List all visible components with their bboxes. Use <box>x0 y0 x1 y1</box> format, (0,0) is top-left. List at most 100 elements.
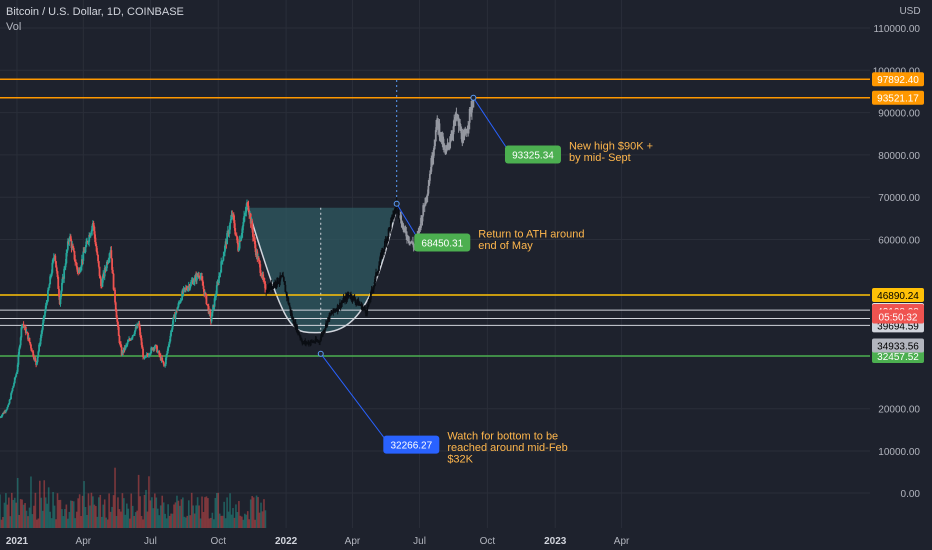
candle-body <box>219 272 222 274</box>
volume-bar <box>227 511 230 528</box>
candle-body <box>121 350 124 356</box>
candle-body <box>69 236 72 241</box>
candle-body <box>159 355 162 361</box>
candle-body <box>229 222 231 230</box>
price-marker-label: 05:50:32 <box>879 312 918 323</box>
candle-body <box>42 317 45 324</box>
candle-body <box>67 241 70 243</box>
level-label: 32457.52 <box>877 352 919 363</box>
time-tick-label: Apr <box>614 536 630 547</box>
candle-body <box>429 171 432 174</box>
candle-body <box>124 345 127 350</box>
volume-bar <box>120 511 122 528</box>
candle-body <box>84 246 87 253</box>
candle-body <box>405 231 408 237</box>
volume-bar <box>65 504 68 528</box>
level-label-bg <box>872 72 924 87</box>
candle-body <box>122 347 125 353</box>
candle-body <box>108 257 111 261</box>
time-tick-label: Apr <box>76 536 92 547</box>
volume-bar <box>123 498 125 528</box>
price-tick-label: 110000.00 <box>873 24 920 35</box>
candle-body <box>284 284 287 292</box>
candle-body <box>323 330 326 333</box>
candle-body <box>165 353 168 358</box>
candle-body <box>4 410 7 412</box>
volume-bar <box>56 493 59 528</box>
candle-body <box>177 303 180 308</box>
volume-bar <box>257 497 259 528</box>
candle-body <box>445 148 447 154</box>
volume-bar <box>149 500 152 528</box>
annotation-anchor <box>470 94 477 101</box>
candle-body <box>220 261 223 273</box>
volume-bar <box>106 519 109 528</box>
candle-body <box>210 316 213 322</box>
candle-body <box>190 282 192 286</box>
candle-body <box>205 294 208 305</box>
candle-body <box>172 317 175 324</box>
candle-body <box>234 228 237 235</box>
candle-body <box>427 185 430 194</box>
candle-body <box>221 260 224 262</box>
candle-body <box>94 242 97 246</box>
candle-body <box>355 301 358 303</box>
volume-bar <box>134 512 137 528</box>
candle-body <box>170 330 172 336</box>
candle-body <box>463 134 466 137</box>
candle-body <box>435 119 438 131</box>
candle-body <box>171 323 174 330</box>
candle-body <box>117 326 120 336</box>
volume-bar <box>190 492 193 528</box>
level-label: 93521.17 <box>877 94 919 105</box>
volume-bar <box>205 496 208 528</box>
candle-body <box>15 373 18 377</box>
candle-body <box>354 300 357 303</box>
candle-body <box>47 287 50 291</box>
candle-body <box>34 358 37 361</box>
volume-bar <box>260 502 262 528</box>
volume-bar <box>198 505 200 528</box>
candle-body <box>241 226 244 233</box>
candle-body <box>367 305 369 308</box>
candle-body <box>142 348 144 357</box>
candle-body <box>249 213 252 224</box>
candle-body <box>450 136 453 141</box>
volume-bar <box>43 480 46 528</box>
candle-body <box>169 335 172 342</box>
candle-body <box>218 276 220 284</box>
candle-body <box>282 275 285 278</box>
candle-body <box>26 331 29 333</box>
candle-body <box>279 275 282 282</box>
candle-body <box>90 231 93 234</box>
candle-body <box>426 193 429 197</box>
volume-bar <box>136 510 138 528</box>
candle-body <box>287 297 290 304</box>
candle-body <box>412 244 415 248</box>
level-label: 46890.24 <box>877 291 919 302</box>
annotation-anchor <box>393 200 400 207</box>
volume-bar <box>162 502 165 528</box>
annotation-badge <box>414 233 471 252</box>
volume-bar <box>155 497 158 528</box>
candle-body <box>456 117 459 119</box>
candle-body <box>432 149 435 158</box>
candle-body <box>408 241 411 243</box>
candle-body <box>58 288 60 297</box>
candle-body <box>189 285 192 289</box>
candle-body <box>288 303 290 306</box>
level-label: 97892.40 <box>877 75 919 86</box>
candle-body <box>218 273 221 277</box>
candle-body <box>80 259 83 267</box>
candle-body <box>204 293 207 295</box>
price-tick-label: 90000.00 <box>878 109 920 120</box>
candle-body <box>0 416 3 418</box>
candle-body <box>180 299 183 301</box>
price-axis: 110000.00 100000.00 90000.00 80000.00 70000.… <box>872 24 924 500</box>
volume-bar <box>12 499 15 528</box>
candle-body <box>46 301 49 304</box>
candle-body <box>55 267 58 272</box>
volume-bar <box>193 513 196 528</box>
